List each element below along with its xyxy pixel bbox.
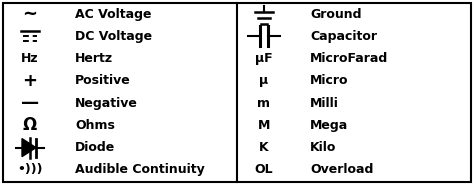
Text: Ground: Ground (310, 8, 362, 21)
Text: Diode: Diode (75, 141, 115, 154)
Text: ~: ~ (22, 5, 37, 23)
Text: Negative: Negative (75, 97, 138, 110)
Text: K: K (259, 141, 269, 154)
Text: MicroFarad: MicroFarad (310, 52, 388, 65)
Text: m: m (257, 97, 271, 110)
Text: Kilo: Kilo (310, 141, 337, 154)
Text: Overload: Overload (310, 163, 374, 176)
Text: μF: μF (255, 52, 273, 65)
Text: Hertz: Hertz (75, 52, 113, 65)
Text: Milli: Milli (310, 97, 339, 110)
Text: Ohms: Ohms (75, 119, 115, 132)
Text: Positive: Positive (75, 74, 131, 87)
Text: M: M (258, 119, 270, 132)
Text: Mega: Mega (310, 119, 348, 132)
Text: +: + (22, 72, 37, 90)
Text: AC Voltage: AC Voltage (75, 8, 152, 21)
Polygon shape (22, 139, 36, 157)
Text: —: — (21, 94, 39, 112)
Text: Ω: Ω (23, 116, 37, 134)
Text: μ: μ (259, 74, 269, 87)
Text: Capacitor: Capacitor (310, 30, 377, 43)
Text: •))): •))) (17, 163, 43, 176)
Text: Hz: Hz (21, 52, 39, 65)
Text: Audible Continuity: Audible Continuity (75, 163, 205, 176)
Text: Micro: Micro (310, 74, 348, 87)
Text: OL: OL (255, 163, 273, 176)
Text: DC Voltage: DC Voltage (75, 30, 152, 43)
